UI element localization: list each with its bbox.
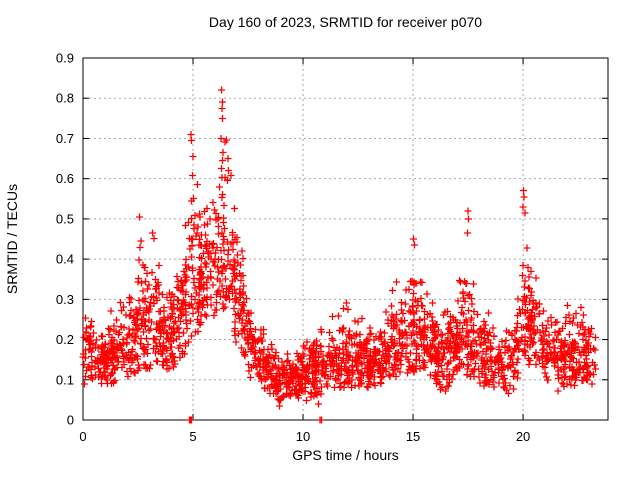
plot-border (82, 57, 609, 421)
y-tick-label: 0.3 (56, 292, 74, 307)
y-tick-label: 0.7 (56, 131, 74, 146)
x-tick-label: 10 (296, 429, 310, 444)
y-tick-label: 0 (67, 413, 74, 428)
y-tick-label: 0.1 (56, 372, 74, 387)
y-tick-label: 0.5 (56, 211, 74, 226)
y-tick-label: 0.4 (56, 252, 74, 267)
x-tick-label: 20 (516, 429, 530, 444)
y-tick-label: 0.6 (56, 171, 74, 186)
y-tick-label: 0.2 (56, 332, 74, 347)
y-tick-label: 0.8 (56, 91, 74, 106)
y-axis-label: SRMTID / TECUs (4, 183, 20, 295)
x-tick-label: 15 (406, 429, 420, 444)
data-points (79, 86, 599, 424)
chart-title: Day 160 of 2023, SRMTID for receiver p07… (208, 14, 483, 30)
x-tick-label: 5 (189, 429, 196, 444)
x-tick-label: 0 (79, 429, 86, 444)
y-tick-label: 0.9 (56, 51, 74, 66)
x-axis-label: GPS time / hours (292, 447, 399, 463)
